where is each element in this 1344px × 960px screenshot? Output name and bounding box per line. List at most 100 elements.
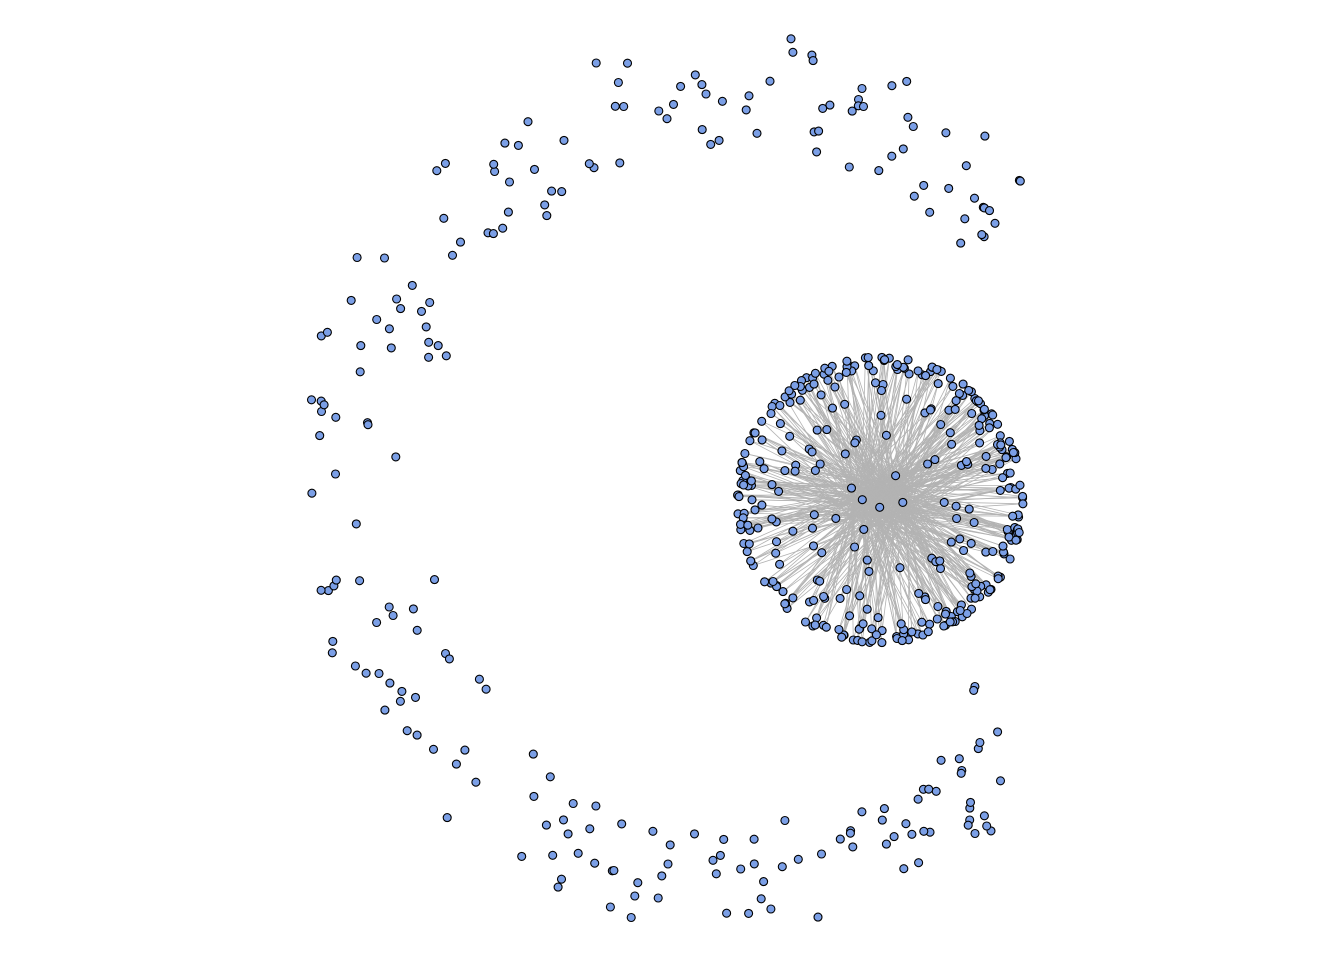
node [920, 595, 931, 605]
node [788, 593, 798, 603]
edge [781, 450, 909, 484]
edge [753, 517, 899, 566]
node [969, 685, 979, 695]
node [331, 412, 341, 422]
node [734, 492, 744, 502]
edge [815, 470, 854, 495]
node [331, 575, 341, 585]
node [408, 604, 418, 614]
node [881, 430, 891, 440]
node [887, 81, 897, 91]
node [985, 585, 995, 595]
edge [815, 470, 898, 500]
node [545, 772, 555, 782]
node [969, 193, 980, 203]
node [663, 859, 673, 869]
node [766, 408, 776, 419]
node [1005, 554, 1015, 564]
node [881, 839, 891, 849]
node [925, 207, 935, 217]
node [914, 588, 924, 598]
node [540, 200, 550, 210]
edge [861, 435, 887, 485]
node [1014, 527, 1024, 538]
node [984, 206, 995, 216]
edge [876, 409, 931, 512]
node [752, 128, 762, 138]
node [504, 177, 515, 187]
node [633, 878, 643, 888]
node [767, 514, 777, 524]
node [749, 859, 759, 869]
node [996, 440, 1006, 450]
edge [872, 504, 964, 615]
edge [856, 439, 873, 491]
node [947, 439, 957, 449]
node [876, 385, 887, 396]
node [407, 280, 417, 290]
edge [894, 409, 985, 507]
node [563, 829, 573, 839]
edge [863, 487, 901, 568]
edge [820, 394, 908, 512]
node [965, 797, 976, 807]
node [402, 726, 412, 736]
edge [905, 435, 1001, 506]
node [842, 584, 852, 595]
node [923, 627, 933, 637]
node [907, 829, 917, 839]
node [1015, 480, 1025, 490]
node [630, 891, 640, 901]
node [384, 324, 394, 334]
node [936, 755, 946, 765]
node [737, 458, 747, 468]
edge [819, 494, 883, 582]
edge [809, 387, 876, 504]
node [993, 727, 1003, 737]
node [815, 576, 825, 586]
node [528, 749, 538, 759]
node [946, 537, 956, 547]
node [855, 591, 865, 601]
node [913, 794, 923, 804]
node [814, 126, 824, 136]
node [816, 849, 827, 859]
node [715, 850, 725, 860]
node [863, 352, 873, 363]
node [887, 151, 897, 161]
node [653, 893, 663, 903]
node [895, 563, 905, 573]
node [931, 786, 941, 796]
edge [844, 404, 873, 502]
node [898, 497, 908, 507]
edge [806, 377, 865, 495]
node [753, 523, 763, 533]
edge [823, 511, 895, 597]
node [951, 501, 961, 511]
node [488, 229, 498, 239]
node [824, 366, 834, 376]
node [864, 566, 874, 576]
node [1018, 499, 1028, 509]
node [432, 166, 442, 176]
node [777, 446, 787, 456]
node [1011, 535, 1021, 545]
node [955, 605, 965, 616]
node [790, 380, 800, 391]
node [840, 449, 850, 459]
edge [898, 424, 942, 481]
edge [882, 384, 911, 514]
node [591, 58, 601, 68]
node [676, 81, 686, 91]
node [689, 829, 700, 839]
node [392, 294, 402, 304]
node [775, 400, 785, 411]
node [759, 464, 769, 474]
node [451, 759, 461, 769]
node [939, 497, 949, 507]
node [945, 617, 955, 627]
node [993, 574, 1003, 584]
node [966, 538, 976, 548]
node [346, 295, 356, 305]
node [958, 379, 968, 389]
